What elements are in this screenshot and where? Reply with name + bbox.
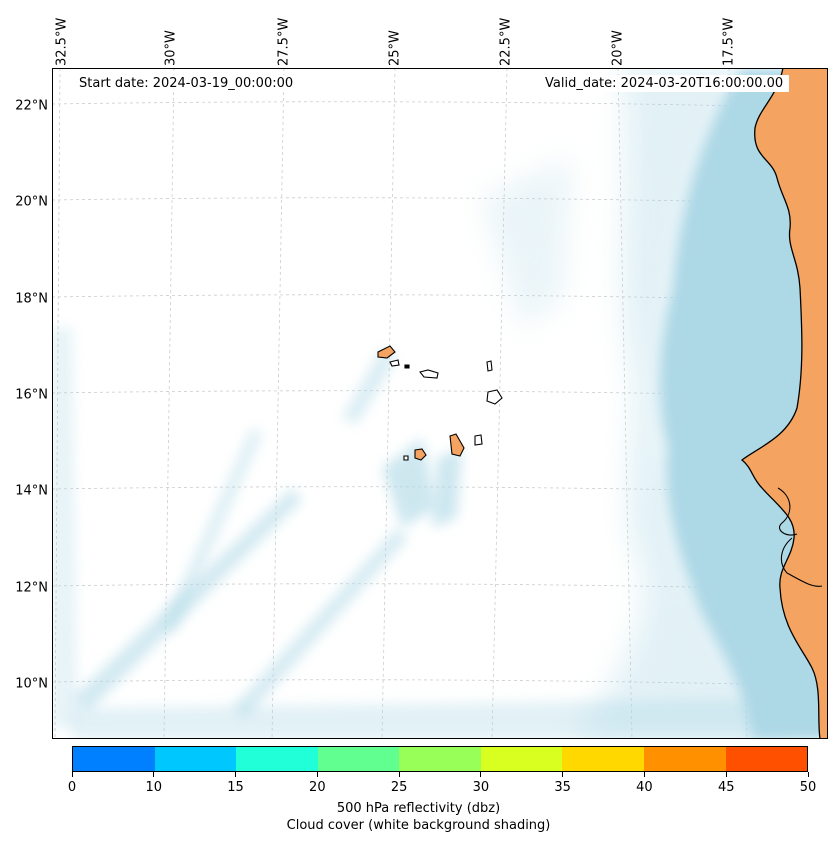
- island-santo-antao: [377, 345, 396, 359]
- colorbar-tick-label: 30: [472, 780, 490, 795]
- lat-label-18n: 18°N: [15, 291, 48, 307]
- africa-land: [740, 68, 828, 739]
- lon-label-30w: 30°W: [163, 30, 179, 66]
- colorbar-tick: [725, 772, 727, 777]
- lat-label-10n: 10°N: [15, 676, 48, 692]
- colorbar-segment-6: [562, 747, 644, 771]
- island-sao-vicente: [389, 359, 400, 367]
- cape-verde-islands: [377, 345, 503, 461]
- colorbar-tick: [153, 772, 155, 777]
- colorbar-segment-1: [154, 747, 237, 771]
- lon-label-20w: 20°W: [610, 30, 626, 66]
- colorbar-tick-label: 0: [67, 780, 77, 795]
- coastal-cloud-outer: [572, 68, 792, 739]
- colorbar-tick-label: 35: [554, 780, 571, 795]
- cloud-bottom-band: [72, 698, 828, 739]
- lat-label-22n: 22°N: [15, 98, 48, 114]
- colorbar: [72, 746, 808, 772]
- island-brava: [403, 455, 409, 461]
- island-sao-nicolau: [419, 369, 439, 379]
- colorbar-tick-label: 10: [145, 780, 163, 795]
- island-fogo: [414, 448, 427, 461]
- cloud-northwest-patch: [482, 158, 572, 328]
- start-date-label: Start date: 2024-03-19_00:00:00: [73, 75, 300, 92]
- valid-date-label: Valid_date: 2024-03-20T16:00:00.00: [539, 75, 790, 92]
- lat-label-12n: 12°N: [15, 580, 48, 596]
- cloud-streak-3: [232, 528, 408, 718]
- colorbar-tick: [316, 772, 318, 777]
- colorbar-segment-4: [399, 747, 481, 771]
- lat-label-14n: 14°N: [15, 483, 48, 499]
- cloud-streak-4: [382, 438, 437, 528]
- colorbar-label-reflectivity: 500 hPa reflectivity (dbz): [336, 801, 501, 816]
- colorbar-tick: [643, 772, 645, 777]
- lon-label-27-5w: 27.5°W: [276, 17, 292, 66]
- colorbar-tick: [562, 772, 564, 777]
- lat-label-20n: 20°N: [15, 194, 48, 210]
- africa-inner-coast: [777, 487, 823, 587]
- colorbar-tick-label: 45: [717, 780, 735, 795]
- colorbar-segment-5: [480, 747, 563, 771]
- lon-label-32-5w: 32.5°W: [54, 17, 70, 66]
- colorbar-tick: [71, 772, 73, 777]
- cloud-cover-shading: [52, 68, 828, 739]
- cloud-left-edge: [52, 328, 77, 728]
- lon-label-17-5w: 17.5°W: [721, 17, 737, 66]
- colorbar-tick: [807, 772, 809, 777]
- island-santiago: [449, 433, 465, 457]
- colorbar-segment-8: [725, 747, 808, 771]
- colorbar-tick-label: 15: [227, 780, 244, 795]
- colorbar-segment-7: [643, 747, 726, 771]
- cloud-streak-5: [432, 448, 462, 528]
- colorbar-label-cloud-cover: Cloud cover (white background shading): [286, 818, 551, 833]
- colorbar-tick: [480, 772, 482, 777]
- colorbar-segment-3: [317, 747, 400, 771]
- colorbar-tick: [398, 772, 400, 777]
- island-santa-luzia: [404, 364, 410, 369]
- lon-label-22-5w: 22.5°W: [498, 17, 514, 66]
- lon-label-25w: 25°W: [387, 30, 403, 66]
- colorbar-tick-label: 50: [799, 780, 817, 795]
- map-panel: [52, 68, 828, 739]
- colorbar-tick-label: 40: [636, 780, 653, 795]
- island-maio: [474, 434, 483, 446]
- cloud-streak-2: [162, 428, 262, 633]
- island-boa-vista: [486, 389, 503, 405]
- cloud-streak-6: [342, 348, 397, 424]
- colorbar-segment-0: [73, 747, 155, 771]
- lat-label-16n: 16°N: [15, 387, 48, 403]
- colorbar-tick-label: 25: [390, 780, 408, 795]
- island-sal: [486, 360, 493, 372]
- colorbar-segment-2: [236, 747, 318, 771]
- colorbar-tick-label: 20: [309, 780, 326, 795]
- colorbar-tick: [235, 772, 237, 777]
- map-border: [52, 68, 828, 739]
